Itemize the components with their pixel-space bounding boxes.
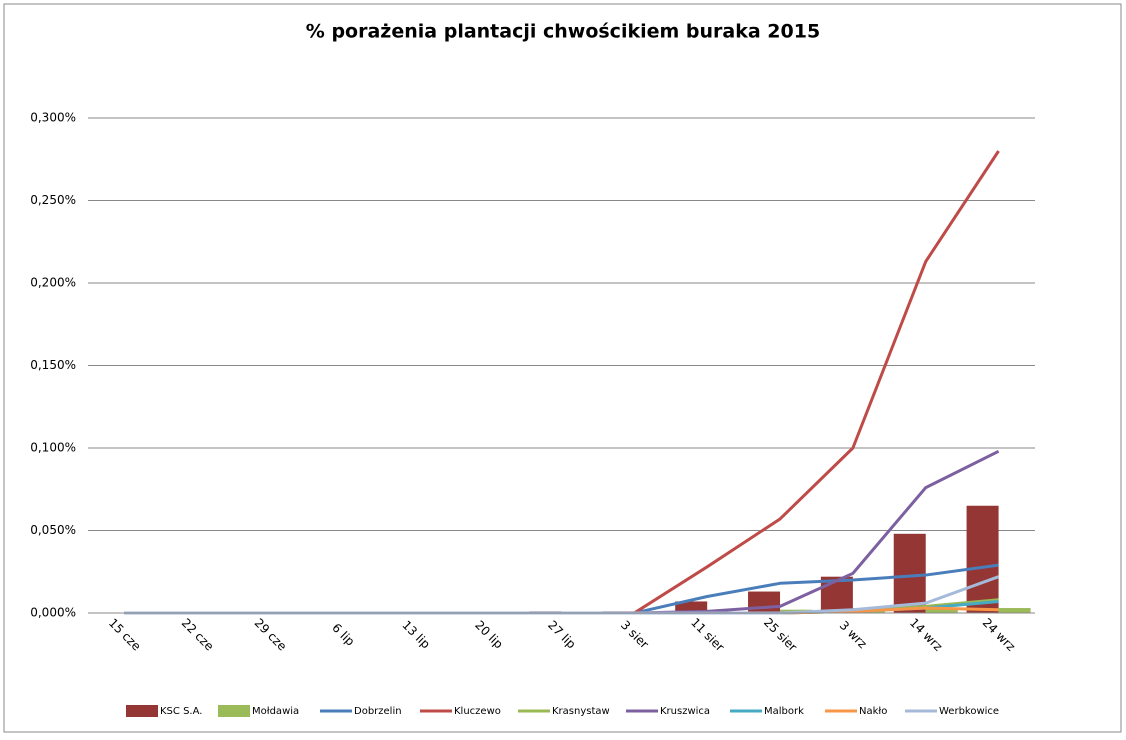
- bar: [748, 591, 781, 613]
- bar: [925, 608, 958, 613]
- chart-title: % porażenia plantacji chwościkiem buraka…: [306, 21, 820, 43]
- legend-label: Malbork: [764, 706, 804, 717]
- legend-label: Kluczewo: [454, 706, 501, 717]
- legend-label: KSC S.A.: [160, 706, 202, 717]
- bar: [998, 608, 1031, 613]
- y-tick-label: 0,250%: [30, 193, 76, 207]
- legend-swatch: [218, 705, 250, 717]
- y-tick-label: 0,300%: [30, 111, 76, 125]
- legend-label: Kruszwica: [660, 706, 710, 717]
- bar: [966, 505, 999, 613]
- legend-swatch: [126, 705, 158, 717]
- bar: [893, 533, 926, 613]
- y-tick-label: 0,200%: [30, 276, 76, 290]
- legend-label: Dobrzelin: [354, 706, 402, 717]
- y-tick-label: 0,000%: [30, 606, 76, 620]
- y-tick-label: 0,050%: [30, 523, 76, 537]
- legend-label: Mołdawia: [252, 706, 299, 717]
- legend-label: Nakło: [859, 706, 887, 717]
- y-tick-label: 0,150%: [30, 358, 76, 372]
- bar: [675, 601, 708, 613]
- y-tick-label: 0,100%: [30, 441, 76, 455]
- legend-label: Werbkowice: [939, 706, 999, 717]
- chart-border: [3, 3, 1122, 733]
- bar: [820, 576, 853, 613]
- legend-label: Krasnystaw: [552, 706, 610, 717]
